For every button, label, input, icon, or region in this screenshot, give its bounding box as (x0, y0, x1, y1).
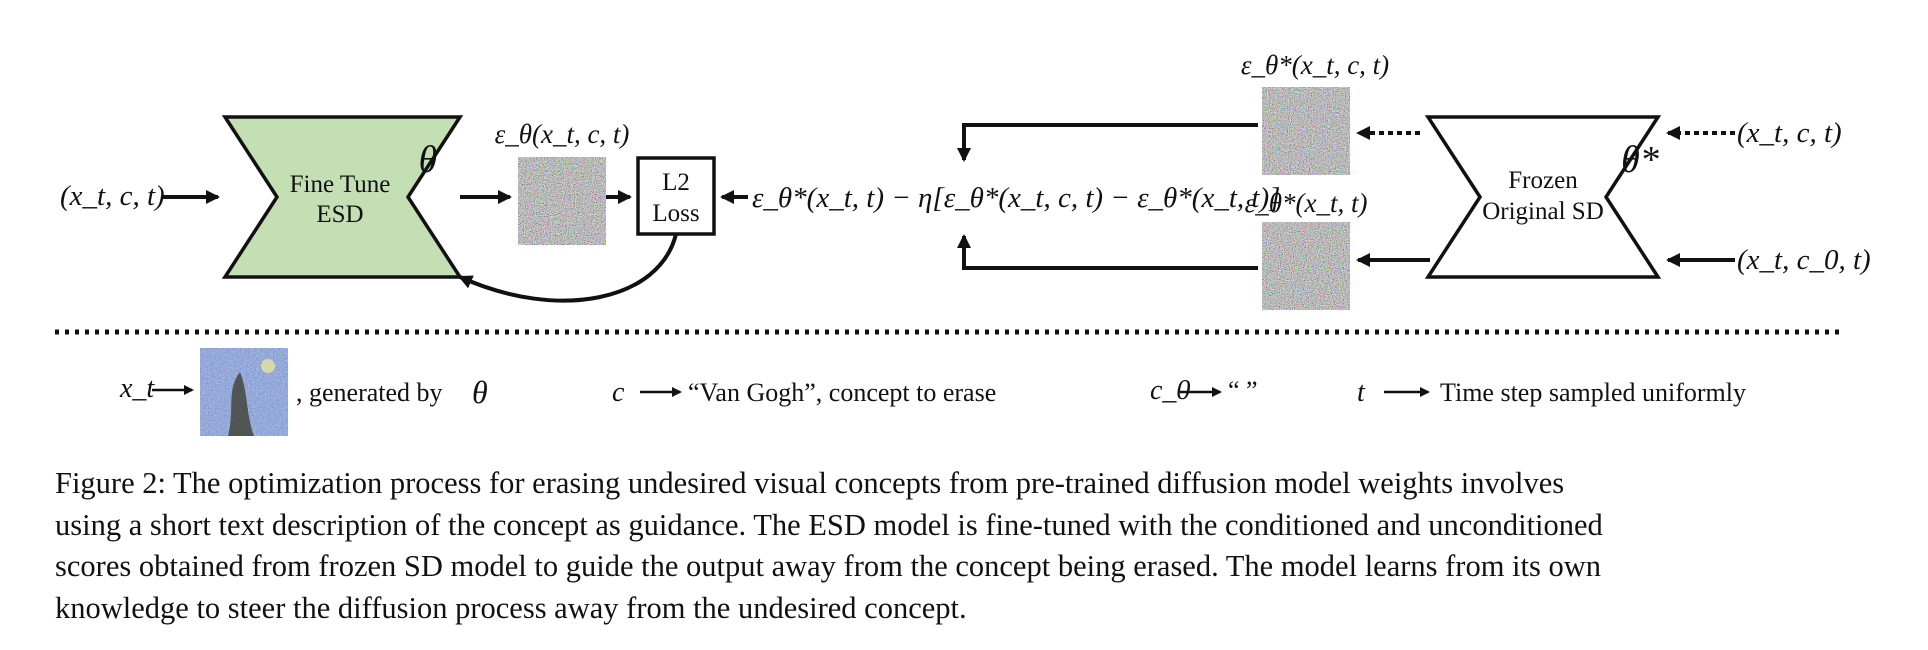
target-expression: ε_θ*(x_t, t) − η[ε_θ*(x_t, c, t) − ε_θ*(… (752, 182, 1280, 214)
frozen-sd-block (1424, 115, 1662, 279)
finetune-param-theta: θ (419, 139, 438, 181)
frozen-param-theta-star: θ* (1621, 139, 1659, 181)
legend-t-text: Time step sampled uniformly (1440, 378, 1746, 407)
esd-noise-label: ε_θ(x_t, c, t) (495, 119, 630, 149)
l2-loss-label-line2: Loss (652, 200, 699, 227)
legend: x_t , generated by θ c “Van Gogh”, conce… (119, 348, 1746, 436)
caption-line: using a short text description of the co… (55, 507, 1603, 542)
arrow-uncond-to-expression (957, 234, 1258, 270)
frozen-uncond-noise-image (1262, 222, 1350, 310)
frozen-cond-noise-image (1262, 87, 1350, 175)
arrow-cond-to-expression (957, 123, 1258, 162)
legend-xt-param: θ (472, 374, 488, 410)
finetune-esd-label-line2: ESD (316, 201, 363, 228)
figure-caption: Figure 2: The optimization process for e… (55, 463, 1845, 629)
caption-line: scores obtained from frozen SD model to … (55, 549, 1602, 583)
legend-c0-symbol: c_0 (1150, 375, 1190, 406)
right-cond-input-label: (x_t, c, t) (1737, 117, 1842, 149)
legend-t-symbol: t (1357, 377, 1366, 408)
legend-c-text: “Van Gogh”, concept to erase (688, 378, 996, 407)
legend-c-symbol: c (612, 377, 625, 408)
frozen-uncond-noise-label: ε_θ*(x_t, t) (1245, 188, 1368, 218)
legend-xt-symbol: x_t (119, 373, 155, 404)
left-input-label: (x_t, c, t) (60, 180, 165, 212)
frozen-sd-label-line1: Frozen (1508, 167, 1578, 194)
diagram: (x_t, c, t) Fine Tune ESD θ ε_θ(x_t, c, … (55, 50, 1871, 436)
arrow-loss-to-esd (458, 233, 678, 303)
legend-xt-text: , generated by (296, 378, 443, 407)
legend-xt-sample-image (200, 348, 288, 436)
legend-c0-text: “ ” (1228, 376, 1258, 405)
caption-line: knowledge to steer the diffusion process… (55, 590, 967, 625)
l2-loss-label-line1: L2 (662, 169, 690, 196)
finetune-esd-label-line1: Fine Tune (290, 171, 391, 198)
frozen-cond-noise-label: ε_θ*(x_t, c, t) (1241, 50, 1389, 80)
right-uncond-input-label: (x_t, c_0, t) (1737, 244, 1871, 276)
esd-noise-image (518, 157, 606, 245)
caption-line: Figure 2: The optimization process for e… (55, 466, 1565, 500)
frozen-sd-label-line2: Original SD (1482, 198, 1604, 225)
